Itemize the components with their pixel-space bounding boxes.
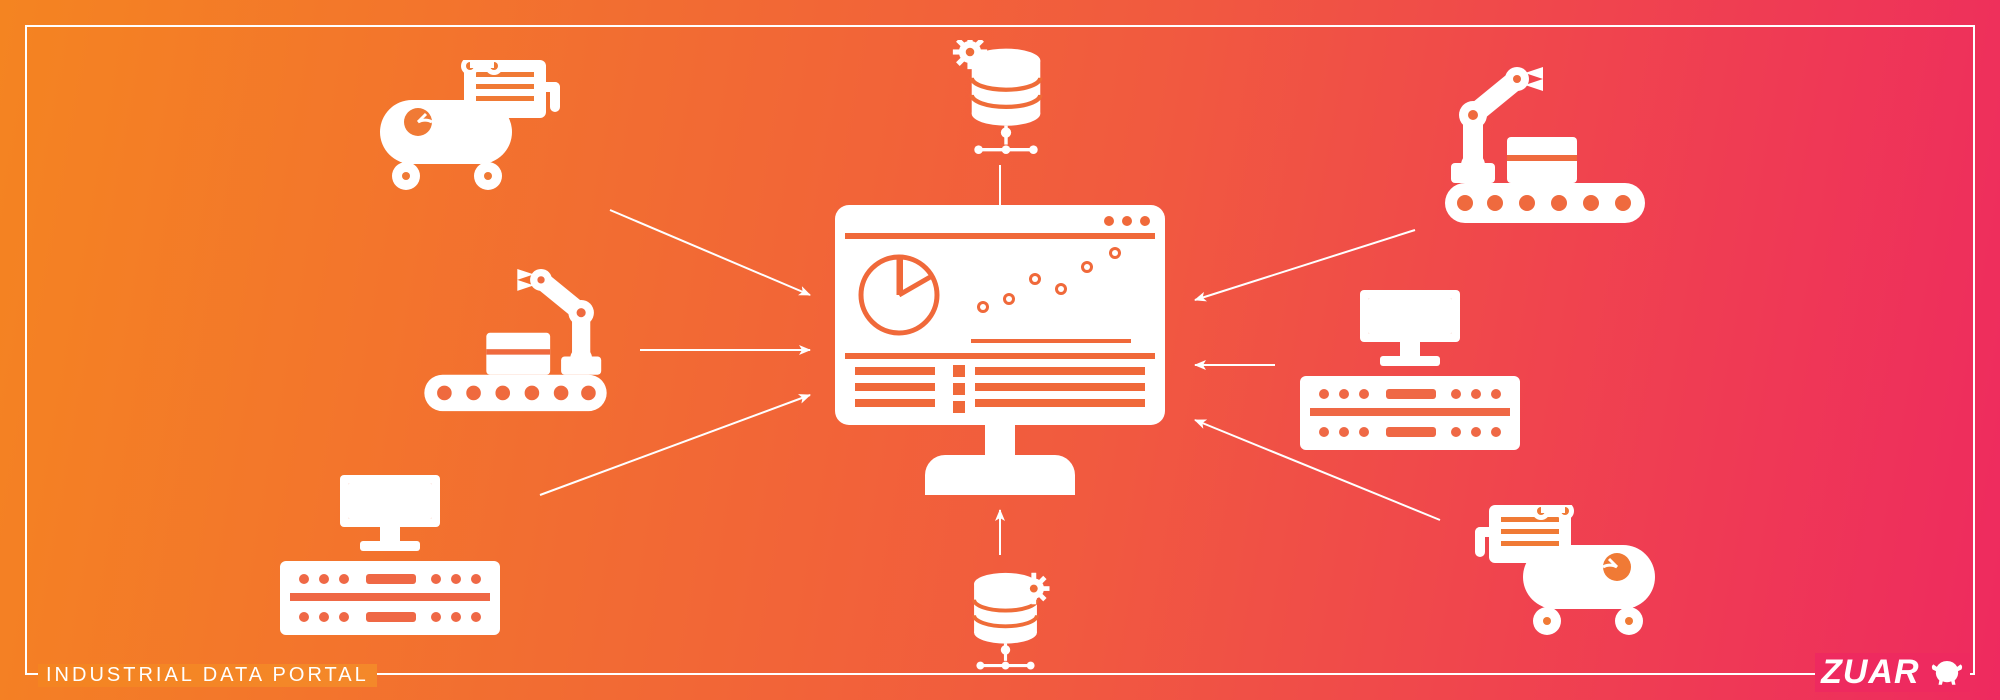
dashboard-monitor-icon bbox=[835, 205, 1165, 495]
brand-logo: ZUAR bbox=[1815, 653, 1970, 692]
node-db-top bbox=[945, 40, 1055, 160]
brand-text: ZUAR bbox=[1821, 653, 1919, 691]
database-gear-icon bbox=[945, 40, 1055, 160]
center-dashboard bbox=[835, 205, 1165, 495]
node-server-mr bbox=[1300, 290, 1520, 450]
node-robot-tr bbox=[1440, 55, 1650, 225]
node-robot-ml bbox=[423, 258, 608, 413]
node-compressor-tl bbox=[380, 60, 560, 190]
node-compressor-br bbox=[1475, 505, 1655, 635]
robot-arm-conveyor-icon bbox=[423, 258, 608, 413]
air-compressor-icon bbox=[380, 60, 560, 190]
database-gear-icon bbox=[950, 565, 1050, 675]
air-compressor-icon bbox=[1475, 505, 1655, 635]
arrow-compressor-tl bbox=[610, 210, 810, 295]
diagram-canvas: INDUSTRIAL DATA PORTAL ZUAR bbox=[0, 0, 2000, 700]
rack-server-icon bbox=[280, 475, 500, 635]
rack-server-icon bbox=[1300, 290, 1520, 450]
caption-label: INDUSTRIAL DATA PORTAL bbox=[38, 664, 377, 687]
node-db-bottom bbox=[950, 565, 1050, 675]
brand-bull-icon bbox=[1930, 657, 1964, 687]
robot-arm-conveyor-icon bbox=[1440, 55, 1650, 225]
node-server-bl bbox=[280, 475, 500, 635]
